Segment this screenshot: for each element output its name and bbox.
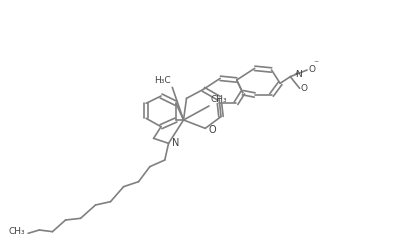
Text: O: O (308, 65, 315, 74)
Text: +: + (293, 71, 298, 76)
Text: H₃C: H₃C (154, 76, 170, 85)
Text: CH₃: CH₃ (211, 95, 227, 104)
Text: N: N (171, 138, 179, 148)
Text: N: N (295, 70, 302, 79)
Text: CH₃: CH₃ (9, 227, 25, 236)
Text: O: O (301, 84, 308, 93)
Text: ⁻: ⁻ (313, 59, 318, 69)
Text: O: O (208, 125, 216, 135)
